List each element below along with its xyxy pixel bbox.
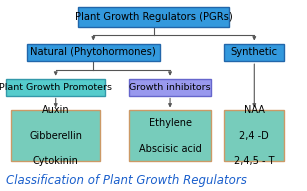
FancyBboxPatch shape xyxy=(27,44,160,61)
Text: Plant Growth Promoters: Plant Growth Promoters xyxy=(0,83,112,91)
Text: Ethylene

Abscisic acid: Ethylene Abscisic acid xyxy=(139,118,201,154)
FancyBboxPatch shape xyxy=(78,6,229,27)
Text: Natural (Phytohormones): Natural (Phytohormones) xyxy=(30,47,156,57)
FancyBboxPatch shape xyxy=(130,110,211,161)
Text: Auxin

Gibberellin

Cytokinin: Auxin Gibberellin Cytokinin xyxy=(29,105,82,166)
Text: Synthetic: Synthetic xyxy=(231,47,278,57)
FancyBboxPatch shape xyxy=(224,44,284,61)
Text: Growth inhibitors: Growth inhibitors xyxy=(129,83,211,91)
Text: Classification of Plant Growth Regulators: Classification of Plant Growth Regulator… xyxy=(6,174,247,187)
FancyBboxPatch shape xyxy=(130,79,211,96)
Text: NAA

2,4 -D

2,4,5 - T: NAA 2,4 -D 2,4,5 - T xyxy=(234,105,274,166)
FancyBboxPatch shape xyxy=(224,110,284,161)
Text: Plant Growth Regulators (PGRs): Plant Growth Regulators (PGRs) xyxy=(75,12,232,22)
FancyBboxPatch shape xyxy=(11,110,100,161)
FancyBboxPatch shape xyxy=(6,79,105,96)
